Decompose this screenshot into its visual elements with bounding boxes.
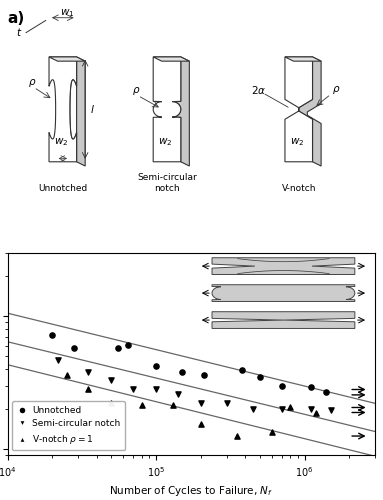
- Semi-circular notch: [250, 405, 256, 413]
- Polygon shape: [299, 57, 321, 166]
- Text: Unnotched: Unnotched: [38, 184, 87, 193]
- Unnotched: [153, 362, 159, 370]
- V-notch $\rho=1$: [198, 420, 204, 428]
- Polygon shape: [153, 57, 189, 61]
- Text: $\rho$: $\rho$: [132, 86, 140, 98]
- Polygon shape: [285, 57, 313, 162]
- Text: $2\alpha$: $2\alpha$: [251, 84, 267, 96]
- Unnotched: [239, 366, 245, 374]
- V-notch $\rho=1$: [85, 386, 92, 394]
- Text: $l$: $l$: [90, 104, 95, 116]
- Semi-circular notch: [198, 400, 204, 407]
- V-notch $\rho=1$: [234, 432, 240, 440]
- Semi-circular notch: [278, 405, 285, 413]
- Unnotched: [179, 368, 185, 376]
- Polygon shape: [172, 57, 189, 166]
- Legend: Unnotched, Semi-circular notch, V-notch $\rho=1$: Unnotched, Semi-circular notch, V-notch …: [12, 402, 125, 450]
- Semi-circular notch: [85, 368, 92, 376]
- Polygon shape: [153, 57, 181, 162]
- V-notch $\rho=1$: [139, 400, 145, 408]
- Semi-circular notch: [175, 390, 181, 398]
- Semi-circular notch: [224, 400, 230, 407]
- V-notch $\rho=1$: [170, 400, 176, 408]
- Unnotched: [49, 331, 56, 339]
- Semi-circular notch: [108, 376, 115, 384]
- V-notch $\rho=1$: [64, 371, 70, 379]
- Text: Semi-circular
notch: Semi-circular notch: [137, 174, 197, 193]
- Unnotched: [125, 340, 131, 348]
- Text: V-notch: V-notch: [282, 184, 316, 193]
- Text: $w_2$: $w_2$: [290, 136, 304, 147]
- Polygon shape: [49, 57, 77, 162]
- Text: $w_1$: $w_1$: [60, 7, 75, 19]
- Unnotched: [201, 371, 207, 379]
- Text: $w_2$: $w_2$: [158, 136, 173, 147]
- V-notch $\rho=1$: [108, 400, 115, 407]
- Unnotched: [278, 382, 285, 390]
- Text: $\rho$: $\rho$: [332, 84, 340, 96]
- Semi-circular notch: [327, 406, 334, 414]
- Text: $\rho$: $\rho$: [28, 76, 36, 88]
- X-axis label: Number of Cycles to Failure, $N_f$: Number of Cycles to Failure, $N_f$: [110, 484, 273, 498]
- V-notch $\rho=1$: [268, 428, 275, 436]
- Unnotched: [323, 388, 329, 396]
- V-notch $\rho=1$: [287, 404, 293, 411]
- Semi-circular notch: [130, 386, 136, 394]
- V-notch $\rho=1$: [313, 410, 319, 418]
- Polygon shape: [77, 57, 85, 166]
- Text: $t$: $t$: [16, 26, 23, 38]
- Unnotched: [71, 344, 77, 352]
- Text: $w_2$: $w_2$: [54, 136, 69, 147]
- Semi-circular notch: [153, 386, 159, 394]
- Text: a): a): [8, 12, 25, 26]
- Polygon shape: [285, 57, 321, 61]
- Polygon shape: [49, 57, 85, 61]
- Semi-circular notch: [308, 405, 314, 413]
- Unnotched: [115, 344, 121, 352]
- Unnotched: [308, 384, 314, 392]
- Semi-circular notch: [56, 356, 62, 364]
- Unnotched: [257, 372, 263, 380]
